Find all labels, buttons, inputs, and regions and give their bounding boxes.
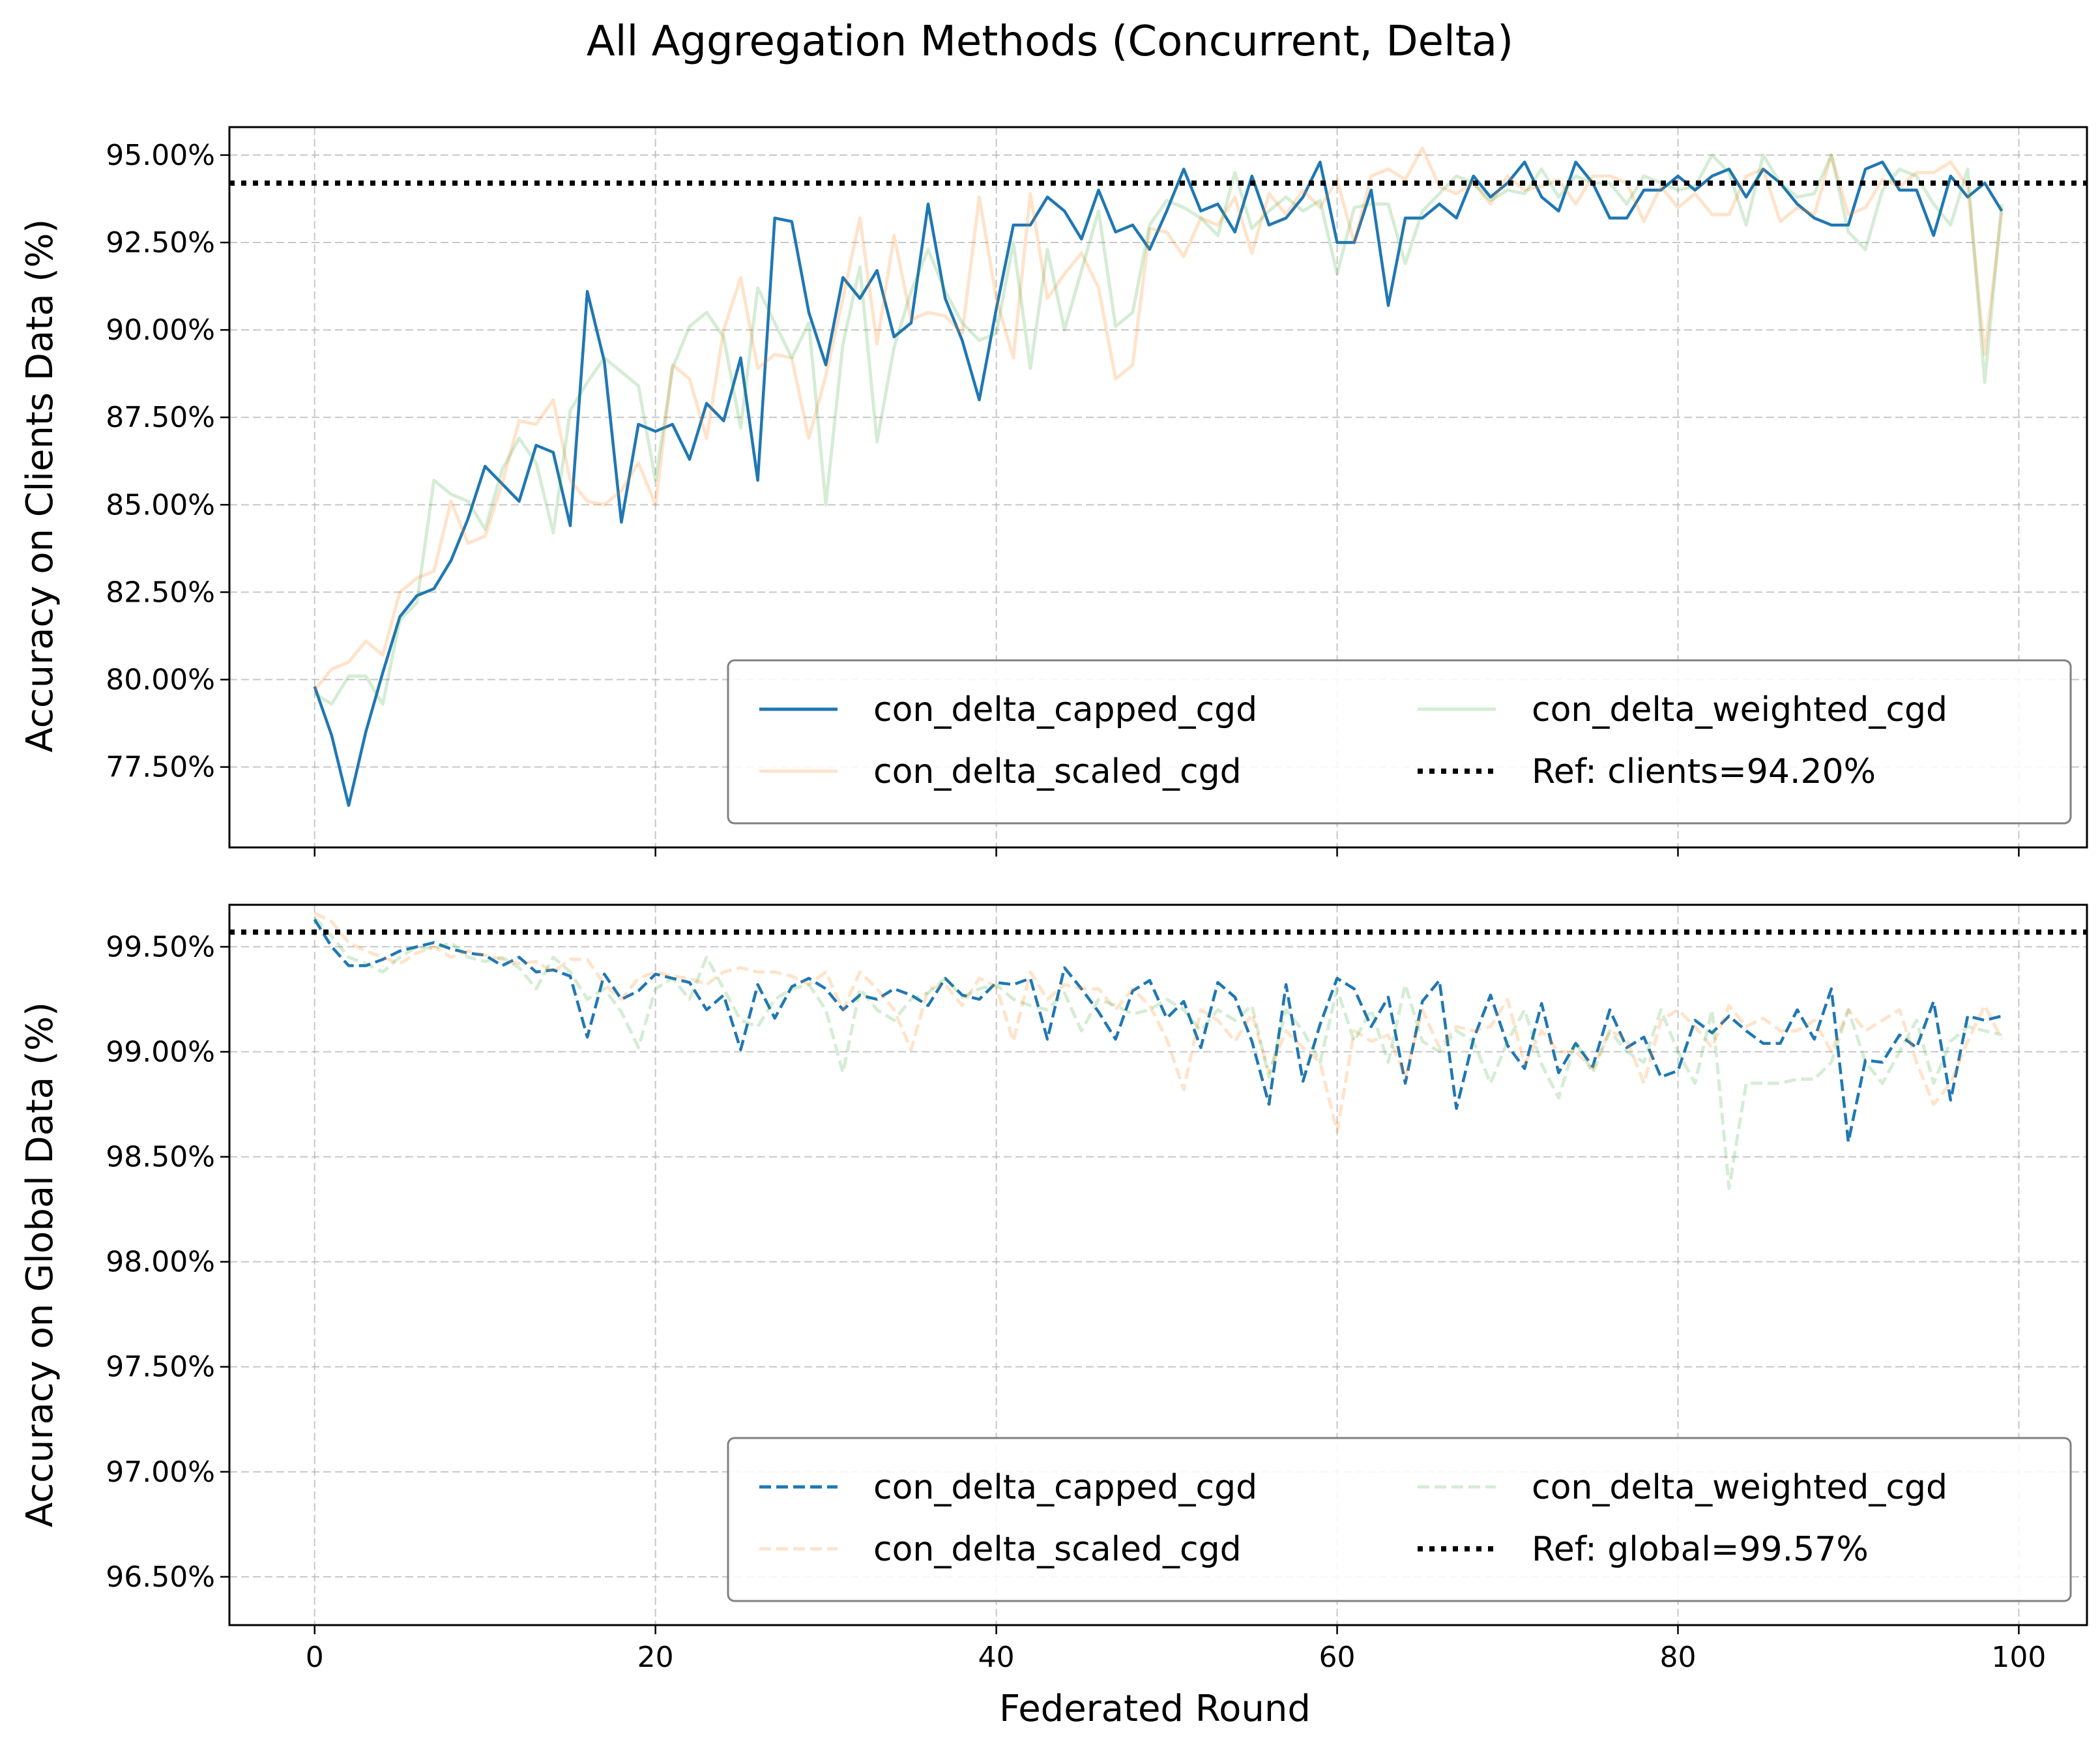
x-tick-label: 100: [1991, 1641, 2046, 1674]
top-series-con_delta_capped_cgd: [313, 160, 2004, 807]
top-y-tick-label: 85.00%: [106, 488, 215, 521]
top-series-con_delta_scaled_cgd: [313, 146, 2004, 692]
top-legend-label: con_delta_scaled_cgd: [873, 752, 1242, 791]
top-y-axis-label: Accuracy on Clients Data (%): [19, 219, 61, 753]
bottom-series-con_delta_scaled_cgd: [314, 911, 2004, 1134]
bottom-series-con_delta_capped_cgd: [313, 918, 2002, 1144]
top-y-tick-label: 92.50%: [106, 226, 215, 259]
top-y-tick-label: 82.50%: [106, 576, 215, 609]
x-tick-label: 40: [978, 1641, 1015, 1674]
top-y-tick-label: 87.50%: [106, 401, 215, 434]
bottom-legend: con_delta_capped_cgd con_delta_scaled_cgd…: [727, 1437, 2072, 1602]
top-y-tick-label: 90.00%: [106, 314, 215, 347]
bottom-y-tick-label: 99.50%: [106, 930, 215, 963]
bottom-y-tick-label: 99.00%: [106, 1036, 215, 1069]
top-y-tick-label: 77.50%: [106, 751, 215, 784]
bottom-series-con_delta_weighted_cgd: [313, 916, 2002, 1190]
bottom-y-tick-label: 98.00%: [106, 1246, 215, 1279]
top-legend-label: con_delta_weighted_cgd: [1532, 690, 1947, 729]
x-tick-label: 80: [1659, 1641, 1696, 1674]
x-axis-label: Federated Round: [999, 1688, 1311, 1730]
bottom-legend-label: con_delta_capped_cgd: [873, 1468, 1257, 1507]
bottom-y-tick-label: 98.50%: [106, 1141, 215, 1174]
x-tick-label: 0: [306, 1641, 324, 1674]
bottom-panel: Accuracy on Global Data (%) 96.50% 97.00%…: [19, 903, 2088, 1674]
top-legend-box: [727, 659, 2072, 825]
top-legend-label: con_delta_capped_cgd: [873, 690, 1257, 729]
x-tick-label: 60: [1319, 1641, 1356, 1674]
top-series-con_delta_weighted_cgd: [314, 153, 2004, 706]
top-y-tick-label: 95.00%: [106, 139, 215, 172]
x-tick-label: 20: [637, 1641, 674, 1674]
chart-title: All Aggregation Methods (Concurrent, Del…: [587, 18, 1513, 66]
bottom-y-tick-label: 97.50%: [106, 1351, 215, 1384]
bottom-y-axis-label: Accuracy on Global Data (%): [19, 1002, 61, 1527]
top-legend-label: Ref: clients=94.20%: [1532, 752, 1876, 791]
top-panel: Accuracy on Clients Data (%) 77.50% 80.00…: [19, 126, 2088, 857]
bottom-axes-frame: [228, 903, 2088, 1626]
top-y-tick-label: 80.00%: [106, 664, 215, 697]
top-axes-frame: [228, 126, 2088, 849]
bottom-y-tick-label: 97.00%: [106, 1456, 215, 1489]
bottom-legend-label: con_delta_scaled_cgd: [873, 1530, 1242, 1569]
top-legend: con_delta_capped_cgd con_delta_scaled_cgd…: [727, 659, 2072, 825]
bottom-y-tick-label: 96.50%: [106, 1561, 215, 1594]
bottom-legend-box: [727, 1437, 2072, 1602]
bottom-legend-label: Ref: global=99.57%: [1532, 1530, 1869, 1569]
bottom-legend-label: con_delta_weighted_cgd: [1532, 1468, 1947, 1507]
